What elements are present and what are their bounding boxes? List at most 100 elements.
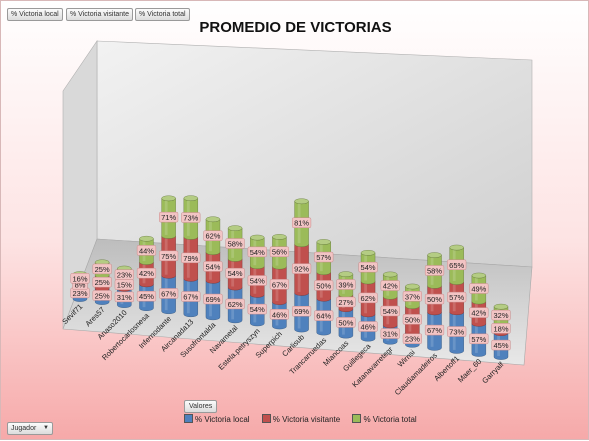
data-label-text: 67% [427,326,442,335]
field-button-victoria-local[interactable]: % Victoria local [7,8,63,21]
bar-stack[interactable]: 62% 54% 58% [225,225,245,324]
data-label-box [159,288,179,299]
data-label: 62% [225,298,245,310]
data-label-box [380,280,400,291]
data-label-box [358,261,378,273]
data-label: 42% [469,307,489,318]
bar-stack[interactable]: 54% 54% 54% [247,234,267,327]
data-label-box [136,245,157,256]
data-label-box [491,339,511,351]
data-label: 65% [447,259,467,271]
data-label-text: 15% [117,281,132,290]
bar-stack[interactable]: 69% 92% 81% [291,198,312,333]
legend-item-victoria-total: % Victoria total [352,414,417,424]
bar-stack[interactable]: 23% 50% 37% [402,283,422,348]
data-label-box [269,246,290,257]
data-label-text: 50% [427,295,442,304]
bar-stack[interactable]: 67% 75% 71% [159,195,179,315]
bar-cap [161,195,176,202]
bar-stack[interactable]: 69% 54% 62% [203,216,223,321]
data-label-box [92,290,112,301]
data-label: 42% [380,280,400,291]
bar-cap [205,216,221,223]
data-label: 92% [291,263,312,274]
data-label-text: 25% [95,278,110,287]
bar-stack[interactable]: 45% 18% 32% [491,303,511,360]
data-label-box [225,238,245,249]
data-label-text: 25% [95,265,110,274]
data-label: 54% [225,267,245,279]
data-label-text: 62% [361,294,376,303]
data-label-box [314,251,334,263]
data-label: 75% [159,250,179,262]
data-label-text: 45% [493,341,508,350]
bar-stack[interactable]: 67% 79% 73% [181,195,201,318]
data-label-text: 65% [449,261,464,270]
data-label: 25% [92,276,112,288]
data-label-text: 37% [405,292,420,301]
data-label-box [314,310,334,321]
data-label-box [92,276,112,288]
data-label: 64% [314,310,334,321]
data-label-box [291,305,312,317]
data-label-box [247,246,267,258]
data-label-text: 50% [316,281,331,290]
chart-title: PROMEDIO DE VICTORIAS [199,19,392,36]
data-label-text: 44% [139,246,154,255]
row-field-dropdown[interactable]: Jugador ▼ [7,422,53,435]
data-label: 67% [159,288,179,299]
bar-cap [183,195,198,201]
data-label: 54% [247,303,267,315]
data-label-text: 8% [75,281,86,290]
legend: % Victoria local % Victoria visitante % … [184,414,427,424]
data-label-box [424,293,445,305]
bar-stack[interactable]: 25% 25% 25% [92,259,112,305]
data-label-text: 42% [383,282,398,291]
bar-stack[interactable]: 46% 67% 56% [269,234,290,330]
data-label-box [181,291,201,302]
data-label: 50% [402,314,422,325]
data-label-box [181,212,201,223]
data-label-box [424,265,445,276]
data-label: 58% [225,238,245,249]
bar-stack[interactable]: 50% 27% 39% [336,271,356,339]
bar-stack[interactable]: 31% 15%23% [114,265,134,308]
data-label-text: 57% [316,253,331,262]
bar-stack[interactable]: 64% 50% 57% [314,239,334,336]
bar-cap [272,234,287,240]
data-label: 54% [380,305,400,317]
field-button-victoria-total[interactable]: % Victoria total [135,8,190,21]
data-label: 54% [358,261,378,273]
legend-swatch [261,414,271,423]
data-label-box [291,217,312,228]
bar-stack[interactable]: 67% 50% 58% [424,252,445,351]
bar-cap [227,225,243,231]
data-label-box [447,326,467,337]
data-label-text: 67% [272,280,287,289]
data-label-box [447,259,467,271]
data-label-text: 64% [316,312,331,321]
data-label-text: 25% [95,291,110,300]
bar-stack[interactable]: 57% 42% 49% [469,272,489,357]
bar-stack[interactable]: 73% 57% 65% [447,244,467,354]
data-label: 67% [181,291,201,302]
legend-swatch [352,414,362,423]
data-label-text: 69% [205,295,220,304]
values-field-button[interactable]: Valores [184,400,218,413]
bar-stack[interactable]: 46% 62% 54% [358,250,378,342]
data-label-text: 54% [250,248,265,257]
bar-stack[interactable]: 45% 42% 44% [136,235,157,311]
data-label-box [291,263,312,274]
data-label: 31% [380,328,400,339]
legend-item-victoria-visitante: % Victoria visitante [261,414,340,424]
bar-cap [294,198,309,205]
field-button-victoria-visitante[interactable]: % Victoria visitante [66,8,134,21]
data-label-box [469,333,489,345]
data-label-box [203,230,223,241]
bar-stack[interactable]: 23%8%16% [70,271,90,302]
bar-stack[interactable]: 31% 54% 42% [380,271,400,345]
data-label-box [225,298,245,310]
data-label: 50% [424,293,445,305]
bar-cap [338,271,354,277]
